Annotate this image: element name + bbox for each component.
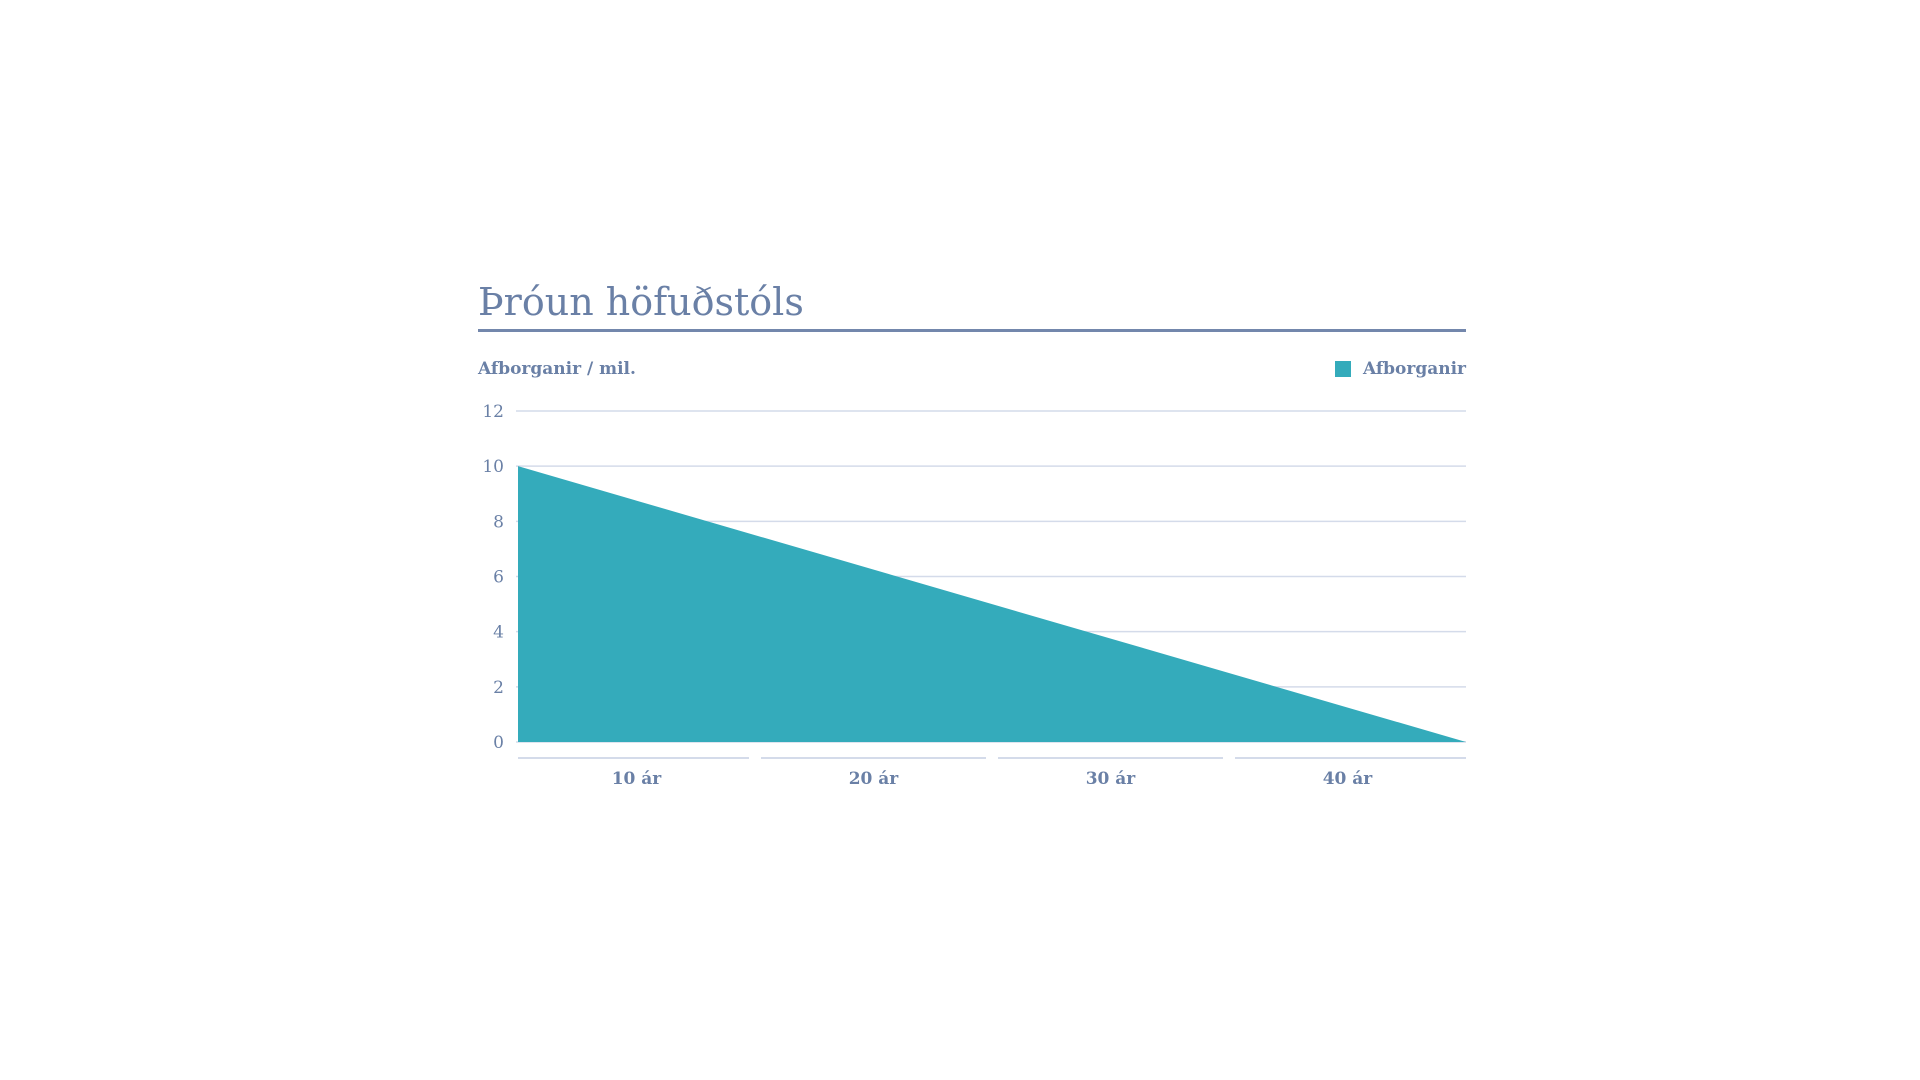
x-category-label: 30 ár [1086,769,1137,789]
chart-title: Þróun höfuðstóls [478,280,804,324]
y-tick-label: 0 [493,733,504,753]
y-tick-label: 10 [482,457,504,477]
legend: Afborganir [1334,357,1466,381]
area-series-0 [518,466,1466,742]
y-tick-label: 12 [482,402,504,422]
x-category-label: 10 ár [612,769,663,789]
y-tick-label: 6 [493,568,504,588]
title-underline [478,329,1466,332]
x-category-label: 20 ár [849,769,900,789]
y-tick-label: 2 [493,678,504,698]
chart-panel: Þróun höfuðstóls Afborganir / mil. Afbor… [478,276,1466,796]
y-axis-label: Afborganir / mil. [478,359,636,379]
x-category-label: 40 ár [1323,769,1374,789]
chart-plot: 0 2 4 6 8 10 12 10 ár 20 ár 30 ár 40 ár [482,402,1466,789]
legend-label: Afborganir [1362,359,1466,379]
legend-swatch [1334,361,1351,377]
y-tick-label: 4 [493,623,504,643]
y-tick-label: 8 [493,512,504,532]
